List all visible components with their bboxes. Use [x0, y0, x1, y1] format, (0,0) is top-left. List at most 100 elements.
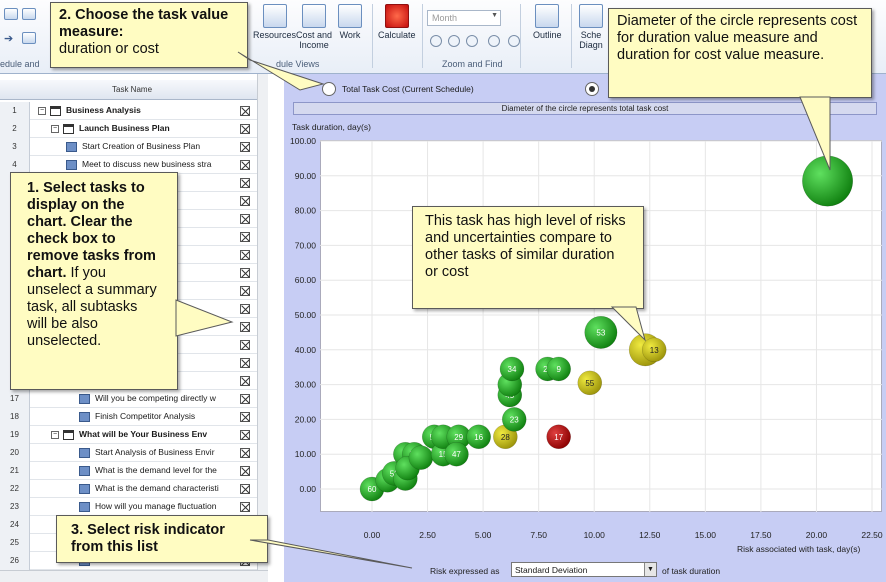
task-checkbox[interactable] — [240, 502, 250, 512]
bubble-point[interactable] — [577, 370, 603, 396]
view-icon[interactable] — [22, 8, 36, 20]
callout-select-tasks-text: If you unselect a summary task, all subt… — [27, 265, 157, 349]
task-checkbox[interactable] — [240, 448, 250, 458]
eraser-icon[interactable] — [508, 35, 520, 47]
table-row[interactable]: 18 Finish Competitor Analysis — [0, 408, 268, 426]
ribbon-small-icons[interactable] — [4, 8, 18, 22]
bubble-point[interactable] — [444, 441, 469, 467]
ribbon-separator — [571, 4, 572, 68]
ribbon-button-icon — [535, 4, 560, 28]
y-tick-label: 60.00 — [295, 275, 317, 285]
bubble-point[interactable] — [499, 356, 525, 382]
row-number: 1 — [0, 102, 30, 120]
table-row[interactable]: 2 − Launch Business Plan — [0, 120, 268, 138]
zoom-out-icon[interactable] — [448, 35, 460, 47]
ribbon-button-label: Income — [299, 40, 329, 50]
ribbon-button-sche[interactable]: Sche Diagn — [579, 4, 603, 50]
table-row[interactable]: 17 Will you be competing directly w — [0, 390, 268, 408]
ribbon-small-icons-2[interactable] — [22, 8, 36, 22]
task-name: Start Creation of Business Plan — [82, 141, 201, 151]
task-checkbox[interactable] — [240, 196, 250, 206]
task-checkbox[interactable] — [240, 304, 250, 314]
table-row[interactable]: 19 − What will be Your Business Env — [0, 426, 268, 444]
collapse-toggle-icon[interactable]: − — [51, 125, 59, 133]
collapse-toggle-icon[interactable]: − — [38, 107, 46, 115]
summary-task-icon — [63, 124, 74, 134]
table-row[interactable]: 22 What is the demand characteristi — [0, 480, 268, 498]
y-tick-label: 90.00 — [295, 171, 317, 181]
task-checkbox[interactable] — [240, 376, 250, 386]
task-checkbox[interactable] — [240, 322, 250, 332]
task-checkbox[interactable] — [240, 124, 250, 134]
arrow-right-button[interactable]: ➔ — [4, 32, 13, 45]
task-checkbox[interactable] — [240, 430, 250, 440]
bubble-point[interactable] — [408, 445, 434, 470]
task-checkbox[interactable] — [240, 142, 250, 152]
ribbon-button-calculate[interactable]: Calculate — [378, 4, 416, 40]
group-label-zoom: Zoom and Find — [442, 59, 503, 69]
x-tick-label: 15.00 — [695, 530, 717, 540]
chevron-down-icon: ▼ — [644, 563, 656, 576]
task-checkbox[interactable] — [240, 412, 250, 422]
x-tick-label: 5.00 — [475, 530, 492, 540]
task-checkbox[interactable] — [240, 466, 250, 476]
task-checkbox[interactable] — [240, 394, 250, 404]
table-row[interactable]: 21 What is the demand level for the — [0, 462, 268, 480]
task-checkbox[interactable] — [240, 286, 250, 296]
row-number: 2 — [0, 120, 30, 138]
table-row[interactable]: 3 Start Creation of Business Plan — [0, 138, 268, 156]
bubble-point[interactable] — [501, 407, 527, 432]
task-icon — [79, 502, 90, 512]
table-row[interactable]: 20 Start Analysis of Business Envir — [0, 444, 268, 462]
view-icon[interactable] — [4, 8, 18, 20]
zoom-select[interactable]: Month ▼ — [427, 10, 501, 26]
table-row[interactable]: 1− Business Analysis — [0, 102, 268, 120]
row-number: 25 — [0, 534, 30, 552]
y-tick-label: 30.00 — [295, 380, 317, 390]
task-name-header[interactable]: Task Name — [112, 85, 153, 94]
task-checkbox[interactable] — [240, 358, 250, 368]
bubble-point[interactable] — [546, 356, 571, 382]
task-checkbox[interactable] — [240, 250, 250, 260]
bubble-point[interactable] — [641, 337, 667, 363]
task-checkbox[interactable] — [240, 232, 250, 242]
y-tick-label: 80.00 — [295, 206, 317, 216]
bubble-label: 9 — [556, 365, 561, 374]
task-checkbox[interactable] — [240, 484, 250, 494]
y-tick-label: 40.00 — [295, 345, 317, 355]
x-tick-label: 2.50 — [419, 530, 436, 540]
x-axis-label: Risk associated with task, day(s) — [737, 544, 861, 554]
task-checkbox[interactable] — [240, 340, 250, 350]
bubble-label: 13 — [650, 346, 659, 355]
task-checkbox[interactable] — [240, 160, 250, 170]
ribbon-button-label: Work — [339, 30, 361, 40]
task-checkbox[interactable] — [240, 268, 250, 278]
collapse-toggle-icon[interactable]: − — [51, 431, 59, 439]
search-icon[interactable] — [466, 35, 478, 47]
ribbon-separator — [422, 4, 423, 68]
zoom-in-icon[interactable] — [430, 35, 442, 47]
bubble-point[interactable] — [466, 424, 491, 450]
ribbon-button-icon — [384, 4, 409, 28]
bubble-point[interactable] — [802, 155, 854, 207]
task-icon — [79, 412, 90, 422]
bubble-label: 60 — [368, 485, 377, 494]
calendar-icon — [22, 32, 36, 44]
task-checkbox[interactable] — [240, 106, 250, 116]
ribbon-button-outline[interactable]: Outline — [533, 4, 562, 40]
vertical-scrollbar[interactable] — [257, 74, 268, 582]
ribbon-button-resources[interactable]: Resources — [253, 4, 296, 40]
ribbon-button-cost-and[interactable]: Cost and Income — [296, 4, 332, 50]
bubble-point[interactable] — [546, 424, 571, 450]
horizontal-scrollbar[interactable] — [0, 570, 268, 582]
row-number: 22 — [0, 480, 30, 498]
calendar-button[interactable] — [22, 32, 36, 46]
task-checkbox[interactable] — [240, 178, 250, 188]
ribbon-button-icon — [579, 4, 603, 28]
task-checkbox[interactable] — [240, 214, 250, 224]
risk-indicator-select[interactable]: Standard Deviation ▼ — [511, 562, 657, 577]
risk-suffix-label: of task duration — [662, 566, 721, 576]
zoom-fit-icon[interactable] — [488, 35, 500, 47]
chart-caption: Diameter of the circle represents total … — [293, 102, 877, 115]
ribbon-button-work[interactable]: Work — [338, 4, 362, 40]
